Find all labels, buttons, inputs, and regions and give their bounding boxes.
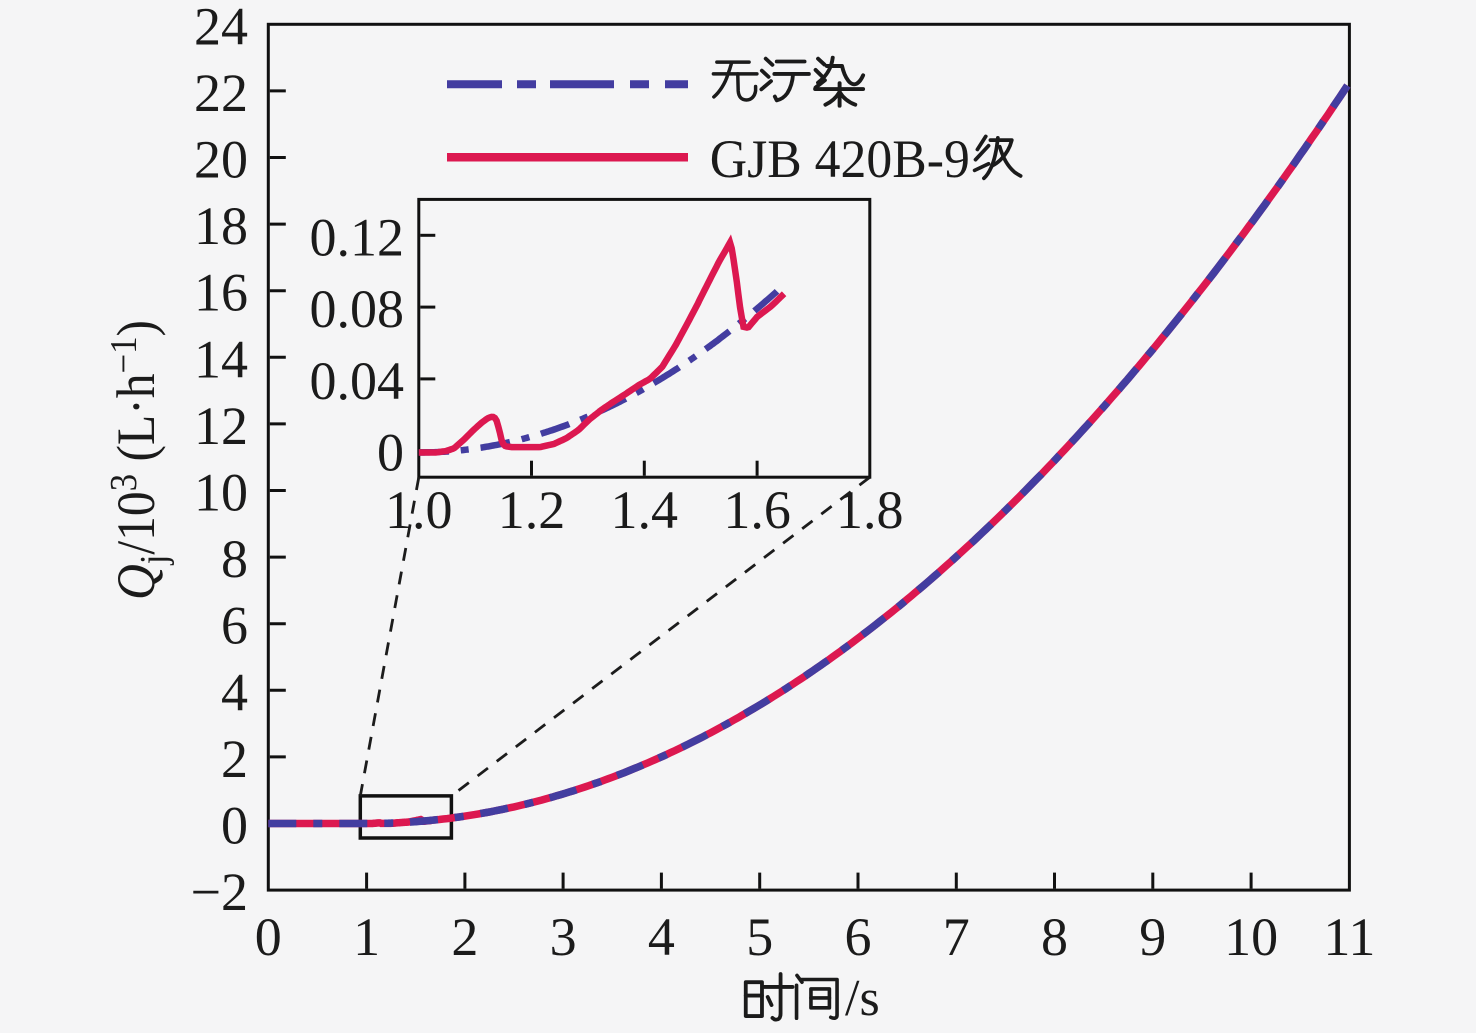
svg-text:1.8: 1.8 <box>836 480 904 540</box>
svg-text:/s: /s <box>845 970 880 1027</box>
svg-text:0: 0 <box>255 907 282 967</box>
svg-text:14: 14 <box>194 329 248 389</box>
svg-text:0.12: 0.12 <box>310 207 405 267</box>
svg-text:0: 0 <box>221 796 248 856</box>
svg-text:−2: −2 <box>191 862 248 922</box>
svg-text:10: 10 <box>1224 907 1278 967</box>
svg-text:4: 4 <box>648 907 675 967</box>
svg-text:24: 24 <box>194 0 248 56</box>
svg-text:0: 0 <box>377 423 404 483</box>
svg-text:11: 11 <box>1323 907 1375 967</box>
svg-text:4: 4 <box>221 662 248 722</box>
svg-text:5: 5 <box>746 907 773 967</box>
svg-text:8: 8 <box>221 529 248 589</box>
svg-text:8: 8 <box>1041 907 1068 967</box>
svg-text:18: 18 <box>194 196 248 256</box>
svg-text:3: 3 <box>550 907 577 967</box>
svg-text:9: 9 <box>1139 907 1166 967</box>
svg-text:2: 2 <box>451 907 478 967</box>
svg-text:Qj/103 (L·h−1): Qj/103 (L·h−1) <box>103 320 175 600</box>
svg-text:0.04: 0.04 <box>310 351 405 411</box>
svg-text:1.4: 1.4 <box>611 480 679 540</box>
svg-text:7: 7 <box>943 907 970 967</box>
svg-text:1.2: 1.2 <box>498 480 566 540</box>
svg-text:20: 20 <box>194 130 248 190</box>
svg-text:1.0: 1.0 <box>385 480 453 540</box>
svg-text:6: 6 <box>845 907 872 967</box>
svg-text:22: 22 <box>194 63 248 123</box>
svg-text:GJB 420B-9: GJB 420B-9 <box>710 129 970 189</box>
svg-text:10: 10 <box>194 463 248 523</box>
svg-text:16: 16 <box>194 263 248 323</box>
svg-text:2: 2 <box>221 729 248 789</box>
svg-text:12: 12 <box>194 396 248 456</box>
svg-text:1: 1 <box>353 907 380 967</box>
svg-text:6: 6 <box>221 596 248 656</box>
svg-text:1.6: 1.6 <box>723 480 791 540</box>
svg-text:0.08: 0.08 <box>310 279 405 339</box>
